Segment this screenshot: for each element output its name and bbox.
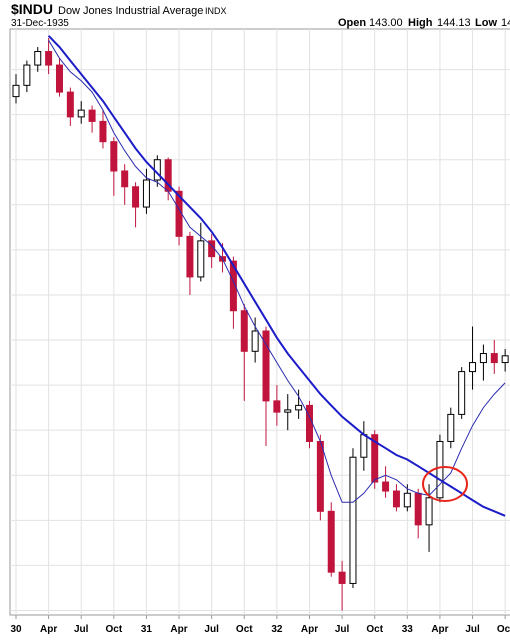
open-label: Open — [338, 17, 366, 29]
x-tick-label: Jul — [335, 624, 350, 635]
candle-body — [23, 64, 31, 86]
candle-body — [349, 456, 357, 584]
candle-body — [316, 440, 324, 512]
candle-body — [55, 64, 63, 93]
candle-body — [382, 481, 390, 492]
x-tick-label: Oct — [236, 624, 253, 635]
candle-body — [447, 413, 455, 442]
x-tick-label: 31 — [141, 624, 153, 635]
candle-body — [371, 434, 379, 483]
candle-body — [436, 440, 444, 499]
x-tick-label: Apr — [301, 624, 318, 635]
candle-body — [240, 310, 248, 352]
candle-body — [45, 51, 53, 66]
candle-body — [186, 235, 194, 278]
candle-body — [392, 490, 400, 508]
candle-body — [110, 141, 118, 172]
candle-body — [229, 260, 237, 312]
candle-body — [284, 409, 292, 413]
candle-body — [338, 571, 346, 584]
candle-body — [12, 84, 20, 98]
candle-body — [305, 404, 313, 442]
candle-body — [360, 434, 368, 458]
candle-body — [458, 371, 466, 415]
highlight-circle — [422, 466, 468, 502]
candle-body — [414, 492, 422, 526]
candle-body — [88, 109, 96, 122]
candle-body — [490, 353, 498, 364]
high-label: High — [408, 17, 433, 29]
candle-body — [121, 170, 129, 188]
low-label: Low — [475, 17, 497, 29]
x-tick-label: Jul — [465, 624, 480, 635]
candle-body — [66, 91, 74, 118]
exchange: INDX — [205, 6, 227, 16]
candle-body — [197, 240, 205, 278]
x-tick-label: Apr — [431, 624, 448, 635]
x-tick-label: 30 — [10, 624, 22, 635]
candle-body — [469, 362, 477, 373]
candle-body — [425, 497, 433, 526]
low-value: 14 — [501, 17, 510, 29]
candle-body — [479, 353, 487, 364]
candle-body — [34, 51, 42, 66]
candle-body — [132, 186, 140, 208]
symbol: $INDU — [11, 1, 53, 17]
candle-body — [251, 330, 259, 352]
candle-body — [501, 355, 509, 364]
x-tick-label: Apr — [40, 624, 57, 635]
candle-body — [327, 510, 335, 573]
candle-body — [142, 179, 150, 208]
candle-body — [99, 120, 107, 143]
x-tick-label: Jul — [204, 624, 219, 635]
candle-body — [77, 109, 85, 118]
x-tick-label: Apr — [170, 624, 187, 635]
candle-body — [273, 400, 281, 413]
date: 31-Dec-1935 — [11, 18, 69, 29]
high-value: 144.13 — [437, 17, 471, 29]
x-tick-label: Oct — [497, 624, 510, 635]
candle-body — [403, 492, 411, 508]
open-value: 143.00 — [369, 17, 403, 29]
x-tick-label: 32 — [271, 624, 283, 635]
x-tick-label: Oct — [105, 624, 122, 635]
candle-body — [262, 330, 270, 402]
plot-frame — [9, 28, 510, 616]
x-tick-label: 33 — [402, 624, 414, 635]
candle-body — [295, 404, 303, 411]
index-name: Dow Jones Industrial Average — [58, 5, 203, 17]
x-tick-label: Jul — [74, 624, 89, 635]
x-tick-label: Oct — [366, 624, 383, 635]
